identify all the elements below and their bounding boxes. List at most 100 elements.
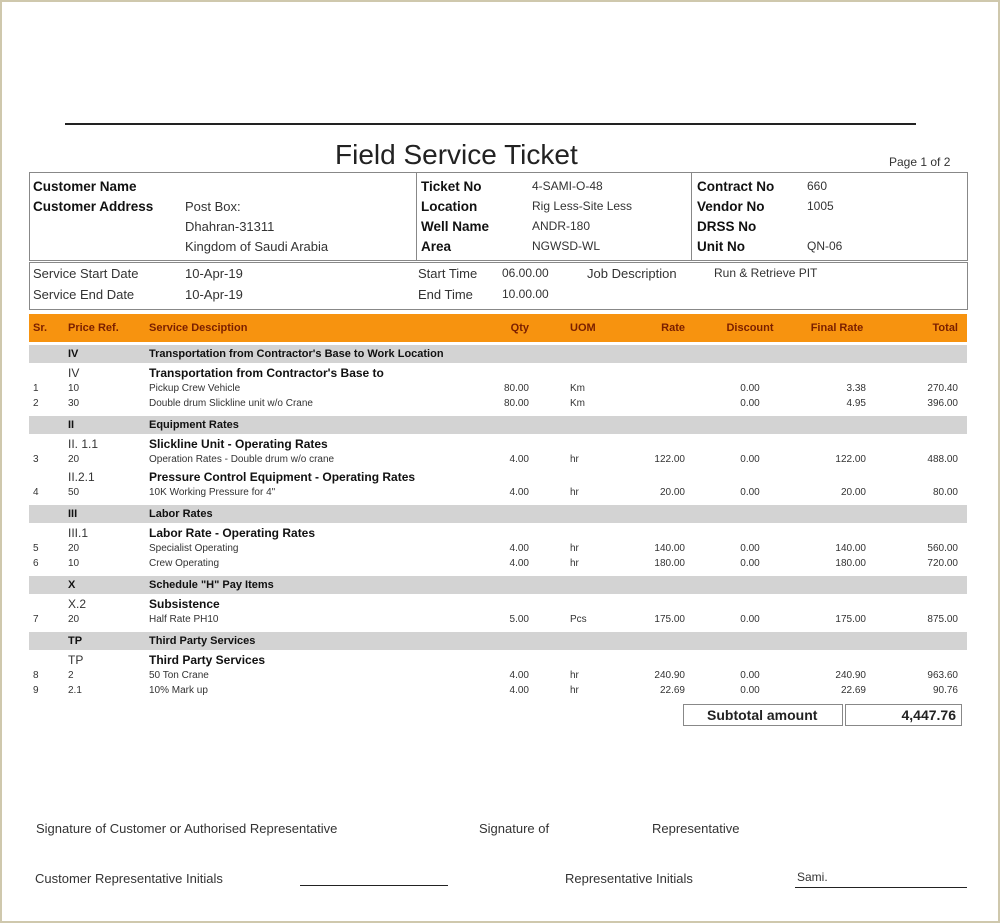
- cell: 5.00: [509, 614, 529, 625]
- cell: 240.90: [654, 670, 685, 681]
- cell: 20: [68, 614, 80, 625]
- field-value: QN-06: [807, 239, 843, 253]
- cell: 175.00: [835, 614, 866, 625]
- value: 06.00.00: [502, 266, 549, 280]
- cell: 720.00: [927, 558, 958, 569]
- section-title: Equipment Rates: [149, 419, 239, 431]
- cell: hr: [570, 558, 579, 569]
- cell: 30: [68, 398, 80, 409]
- field-value: Post Box:: [185, 199, 241, 214]
- cell: 0.00: [740, 685, 760, 696]
- cell: 8: [33, 670, 39, 681]
- divider: [691, 173, 692, 260]
- sub-title: Subsistence: [149, 597, 220, 611]
- section-bar: [29, 632, 967, 650]
- cell: 488.00: [927, 454, 958, 465]
- cell: 0.00: [740, 487, 760, 498]
- table-header-bar: [29, 314, 967, 342]
- cell: 3.38: [846, 383, 866, 394]
- cell: 2: [68, 670, 74, 681]
- cell: Pcs: [570, 614, 587, 625]
- column-header: Discount: [726, 322, 774, 334]
- cell: 0.00: [740, 543, 760, 554]
- column-header: UOM: [570, 322, 596, 334]
- signature-label: Signature of Customer or Authorised Repr…: [36, 821, 338, 836]
- section-title: Labor Rates: [149, 508, 213, 520]
- cell: hr: [570, 454, 579, 465]
- signature-label: Representative: [652, 821, 740, 836]
- field-label: Unit No: [697, 239, 745, 254]
- cell: 2.1: [68, 685, 82, 696]
- sub-ref: II.2.1: [68, 470, 95, 484]
- column-header: Rate: [661, 322, 685, 334]
- cell: 140.00: [835, 543, 866, 554]
- cell: 0.00: [740, 670, 760, 681]
- cell: 4.00: [509, 543, 529, 554]
- sub-title: Pressure Control Equipment - Operating R…: [149, 470, 416, 484]
- cell: 80.00: [503, 383, 529, 394]
- sub-ref: III.1: [68, 526, 89, 540]
- cell: 122.00: [835, 454, 866, 465]
- cell: 0.00: [740, 614, 760, 625]
- field-label: Customer Address: [33, 199, 154, 214]
- cell: 22.69: [659, 685, 685, 696]
- cell: 50 Ton Crane: [149, 670, 209, 681]
- subtotal-label: Subtotal amount: [707, 707, 818, 723]
- cell: hr: [570, 543, 579, 554]
- cell: Crew Operating: [149, 558, 220, 569]
- column-header: Total: [932, 322, 958, 334]
- cell: 396.00: [927, 398, 958, 409]
- field-label: Customer Name: [33, 179, 137, 194]
- cell: 90.76: [932, 685, 958, 696]
- field-value: 660: [807, 179, 828, 193]
- section-ref: III: [68, 508, 78, 520]
- cell: 6: [33, 558, 39, 569]
- field-value: 4-SAMI-O-48: [532, 179, 603, 193]
- column-header: Final Rate: [810, 322, 864, 334]
- cell: 9: [33, 685, 39, 696]
- sub-title: Slickline Unit - Operating Rates: [149, 437, 328, 451]
- signature-label: Signature of: [479, 821, 550, 836]
- cell: 22.69: [840, 685, 866, 696]
- cell: 4: [33, 487, 39, 498]
- initials-value: Sami.: [797, 870, 828, 884]
- section-title: Third Party Services: [149, 635, 256, 647]
- cell: 180.00: [654, 558, 685, 569]
- section-ref: IV: [68, 348, 79, 360]
- cell: 122.00: [654, 454, 685, 465]
- subtotal-label-box: [683, 704, 843, 726]
- field-label: Vendor No: [697, 199, 765, 214]
- cell: 2: [33, 398, 39, 409]
- field-label: Well Name: [421, 219, 490, 234]
- label: Service End Date: [33, 287, 135, 302]
- field-value: Kingdom of Saudi Arabia: [185, 239, 329, 254]
- cell: hr: [570, 487, 579, 498]
- field-value: Rig Less-Site Less: [532, 199, 633, 213]
- cell: 10: [68, 558, 80, 569]
- cell: Half Rate PH10: [149, 614, 219, 625]
- column-header: Service Desciption: [149, 322, 248, 334]
- section-title: Transportation from Contractor's Base to…: [149, 348, 444, 360]
- subtotal-value: 4,447.76: [901, 707, 957, 723]
- cell: 10% Mark up: [149, 685, 208, 696]
- info-box: [29, 172, 968, 261]
- cell: 10: [68, 383, 80, 394]
- cell: 180.00: [835, 558, 866, 569]
- field-value: NGWSD-WL: [532, 239, 600, 253]
- cell: Pickup Crew Vehicle: [149, 383, 241, 394]
- initials-label: Representative Initials: [565, 871, 693, 886]
- sub-ref: IV: [68, 366, 80, 380]
- cell: 20.00: [840, 487, 866, 498]
- label: Start Time: [418, 266, 478, 281]
- value: 10-Apr-19: [185, 287, 243, 302]
- service-box: [29, 262, 968, 310]
- initials-line: [795, 887, 967, 888]
- cell: Km: [570, 383, 585, 394]
- cell: 4.00: [509, 685, 529, 696]
- cell: 20: [68, 454, 80, 465]
- label: Job Description: [587, 266, 677, 281]
- initials-label: Customer Representative Initials: [35, 871, 223, 886]
- cell: 10K Working Pressure for 4": [149, 487, 276, 498]
- cell: 175.00: [654, 614, 685, 625]
- cell: 4.95: [846, 398, 866, 409]
